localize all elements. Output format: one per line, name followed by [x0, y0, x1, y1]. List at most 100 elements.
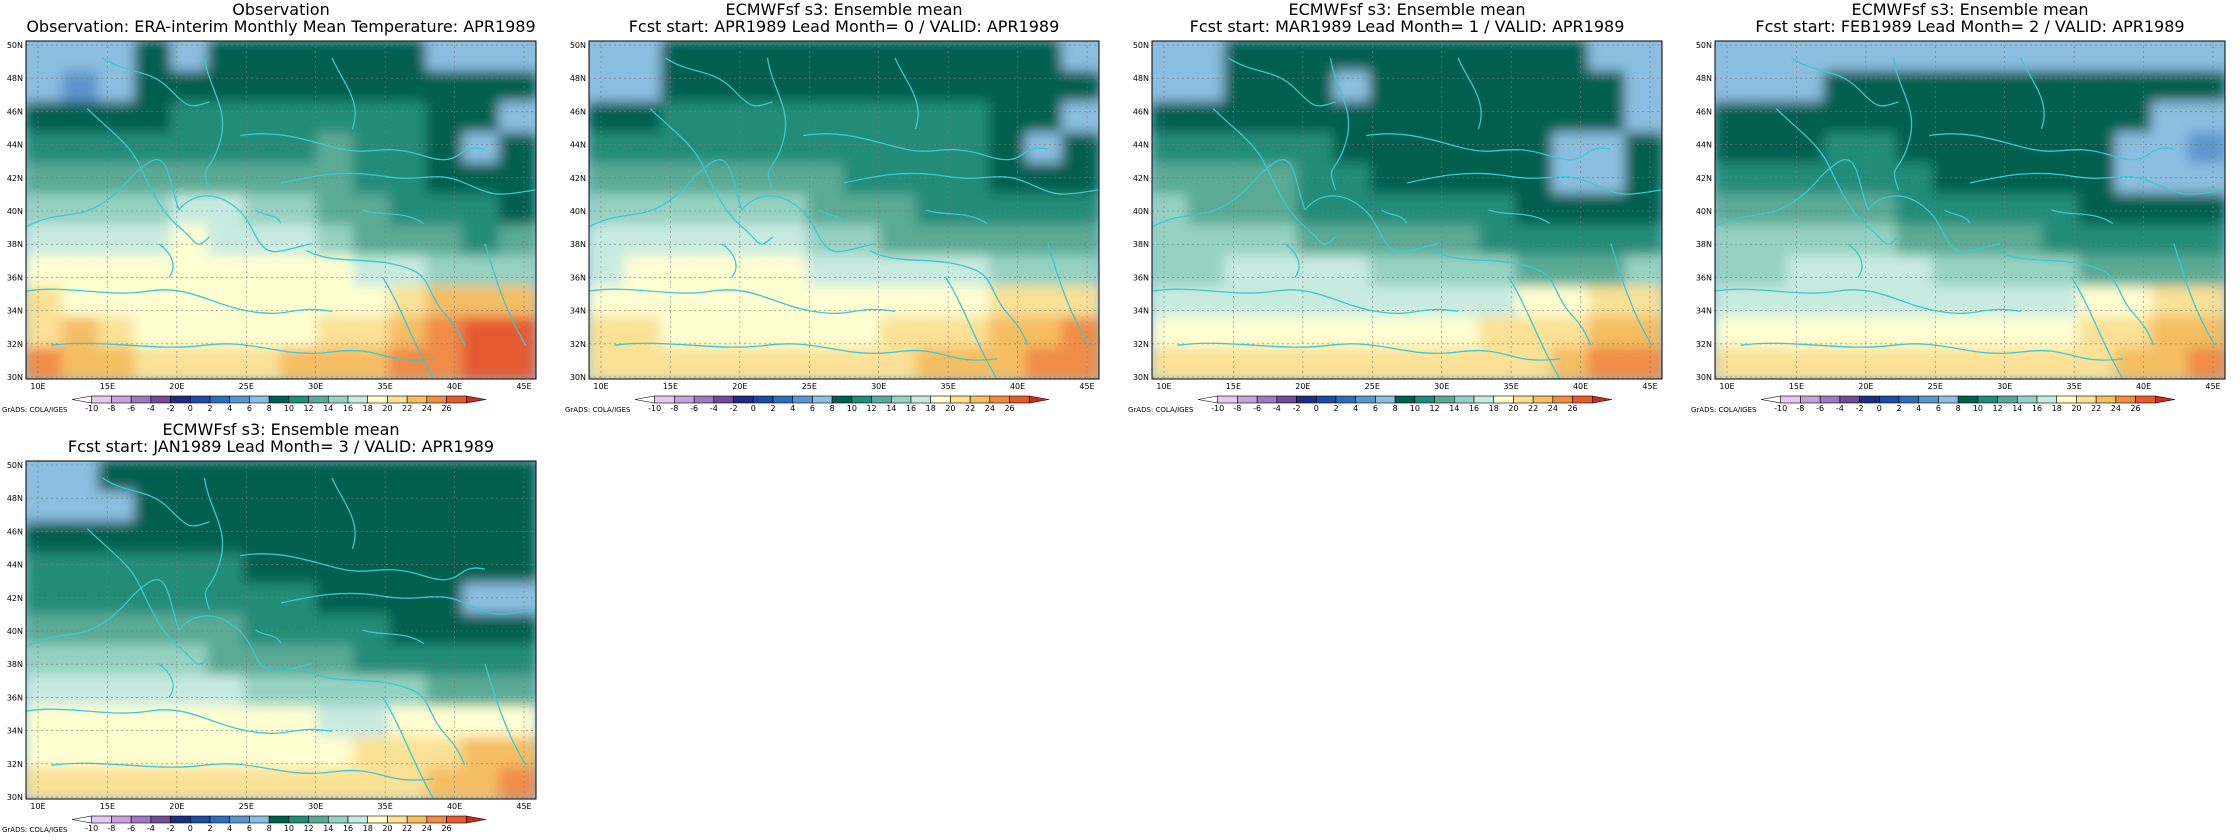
field-cell [660, 132, 700, 165]
field-cell [243, 490, 282, 524]
field-cell [1478, 224, 1518, 258]
field-cell [352, 193, 392, 227]
colorbar-swatch [170, 815, 191, 824]
lat-tick-label: 48N [1133, 74, 1149, 83]
field-cell [1333, 162, 1372, 196]
colorbar-swatch [1493, 395, 1514, 404]
field-cell [1624, 255, 1662, 288]
coastline-path [159, 664, 173, 698]
colorbar-swatch [308, 815, 329, 824]
field-cell [352, 162, 392, 196]
colorbar-label: -10 [648, 404, 661, 413]
field-cell [425, 101, 465, 135]
field-cell [1442, 101, 1481, 135]
field-cell [1223, 41, 1263, 73]
field-cell [1369, 255, 1408, 288]
field-cell [134, 490, 173, 524]
map-frame [1151, 40, 1663, 380]
grads-source-label: GrADS: COLA/IGES [1128, 406, 1194, 414]
coastline-path [870, 251, 1028, 346]
map-area [1152, 41, 1662, 379]
field-cell [624, 70, 663, 104]
colorbar-label: -4 [1836, 404, 1844, 413]
field-cell [316, 316, 355, 350]
field-cell [697, 41, 736, 73]
field-cell [316, 461, 355, 493]
field-cell [425, 347, 465, 379]
field-cell [1624, 41, 1662, 73]
field-cell [26, 521, 64, 555]
field-cell [389, 490, 428, 524]
coastline-path [1178, 343, 1561, 360]
coastline-path [1868, 196, 2001, 252]
field-cell [280, 285, 319, 319]
lat-tick-label: 44N [1133, 141, 1149, 150]
colorbar-swatch [288, 815, 309, 824]
lon-tick-label: 40E [447, 382, 462, 391]
colorbar-swatch [1375, 395, 1396, 404]
lon-tick-label: 15E [100, 382, 115, 391]
field-cell [26, 193, 64, 227]
field-cell [280, 101, 319, 135]
field-cell [1588, 255, 1627, 288]
colorbar-label: 16 [2032, 404, 2042, 413]
lon-tick-label: 10E [1719, 382, 1734, 391]
field-cell [624, 162, 663, 196]
field-cell [843, 285, 882, 319]
colorbar-swatch [969, 395, 991, 404]
field-cell [1859, 224, 1899, 258]
field-cell [134, 613, 173, 647]
field-cell [170, 644, 210, 678]
colorbar-arrow-high [1591, 395, 1613, 404]
field-cell [61, 521, 100, 555]
field-cell [2151, 101, 2190, 135]
lat-tick-label: 42N [7, 594, 23, 603]
field-cell [280, 41, 319, 73]
coastline-path [52, 343, 435, 360]
field-cell [1823, 41, 1862, 73]
field-cell [770, 224, 809, 258]
coastline-path [1509, 278, 1560, 379]
field-cell [1515, 316, 1554, 350]
field-cell [389, 285, 428, 319]
field-cell [26, 41, 64, 73]
lat-tick-label: 30N [1696, 373, 1712, 382]
field-cell [1406, 70, 1445, 104]
colorbar-arrow-high [465, 395, 487, 404]
field-cell [462, 41, 501, 73]
field-cell [316, 767, 355, 799]
field-cell [389, 767, 428, 799]
lat-tick-label: 40N [1133, 207, 1149, 216]
colorbar-swatch [387, 395, 408, 404]
field-cell [2187, 316, 2225, 350]
field-cell [843, 41, 882, 73]
colorbar-label: 18 [363, 404, 373, 413]
colorbar-swatch [1296, 395, 1317, 404]
coastline-path [1366, 134, 1611, 160]
colorbar-label: 16 [343, 824, 353, 833]
field-cell [1715, 101, 1753, 135]
field-cell [97, 162, 137, 196]
colorbar-label: -2 [167, 404, 175, 413]
coastline-path [179, 196, 312, 252]
field-cell [988, 224, 1028, 258]
field-cell [462, 316, 501, 350]
field-cell [207, 582, 246, 616]
lon-tick-label: 35E [941, 382, 956, 391]
colorbar-label: 26 [441, 824, 451, 833]
field-cell [207, 162, 246, 196]
field-cell [316, 255, 355, 288]
field-cell [1896, 162, 1935, 196]
field-cell [389, 644, 428, 678]
field-cell [352, 132, 392, 165]
panel-title-line1: ECMWFsf s3: Ensemble mean [162, 420, 399, 439]
field-cell [134, 70, 173, 104]
field-cell [170, 552, 210, 585]
field-cell [61, 582, 100, 616]
colorbar-label: -4 [147, 824, 155, 833]
field-cell [1859, 347, 1899, 379]
colorbar-arrow-low [71, 815, 93, 824]
lat-tick-label: 44N [570, 141, 586, 150]
